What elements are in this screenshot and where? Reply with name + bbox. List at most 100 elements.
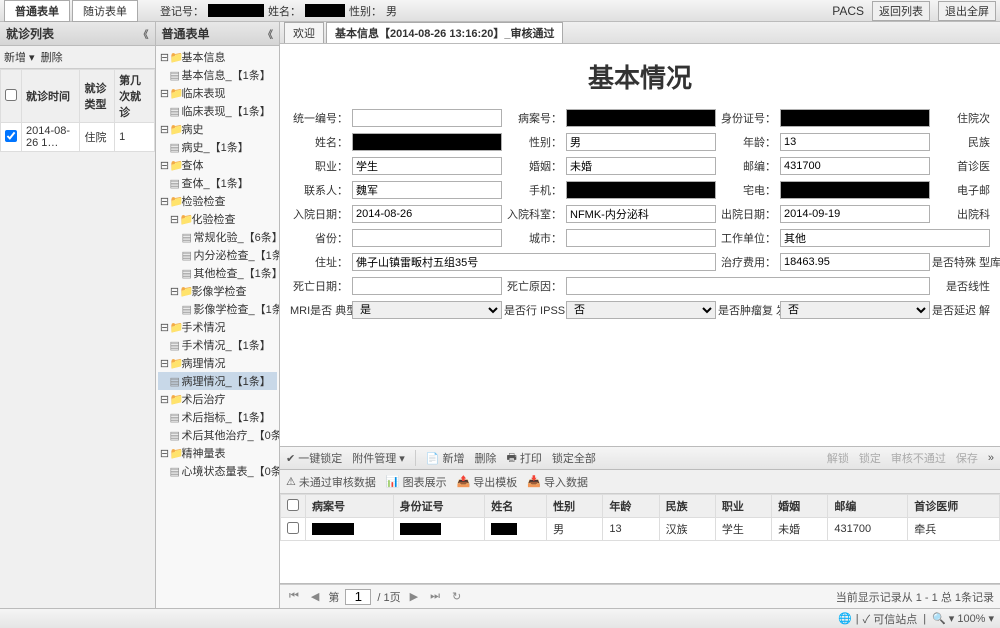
tab-followup-form[interactable]: 随访表单	[72, 0, 138, 22]
tree-item[interactable]: ▤病理情况_【1条】	[158, 372, 277, 390]
field-label: 身份证号：	[718, 110, 776, 126]
import-button[interactable]: 📥导入数据	[527, 474, 588, 490]
one-key-lock-button[interactable]: ✔一键锁定	[286, 450, 342, 466]
tree-subfolder[interactable]: ⊟📁影像学检查	[158, 282, 277, 300]
field-input[interactable]	[352, 229, 502, 247]
unpassed-button[interactable]: ⚠未通过审核数据	[286, 474, 376, 490]
chart-button[interactable]: 📊图表展示	[386, 474, 447, 490]
row-checkbox[interactable]	[287, 522, 299, 534]
table-cell: x	[393, 518, 485, 541]
field-input[interactable]	[780, 133, 930, 151]
row-select-all[interactable]	[287, 499, 299, 511]
tree-folder[interactable]: ⊟📁病史	[158, 120, 277, 138]
field-input[interactable]	[566, 133, 716, 151]
field-input[interactable]	[566, 181, 716, 199]
last-page-icon[interactable]: ⏭	[427, 590, 443, 603]
more-icon[interactable]: »	[988, 452, 994, 464]
field-input[interactable]	[352, 109, 502, 127]
attachment-button[interactable]: 附件管理 ▾	[352, 450, 405, 466]
prev-page-icon[interactable]: ◀	[308, 590, 322, 603]
field-select[interactable]: 是	[352, 301, 502, 319]
field-input[interactable]	[780, 229, 990, 247]
tree-collapse-icon[interactable]: 《	[263, 26, 273, 41]
field-input[interactable]	[352, 157, 502, 175]
add-visit-button[interactable]: 新增 ▾	[4, 49, 35, 65]
tree-item[interactable]: ▤心境状态量表_【0条】	[158, 462, 277, 480]
tree-item[interactable]: ▤手术情况_【1条】	[158, 336, 277, 354]
tree-subfolder[interactable]: ⊟📁化验检查	[158, 210, 277, 228]
field-input[interactable]	[352, 253, 716, 271]
tree-item[interactable]: ▤其他检查_【1条】	[158, 264, 277, 282]
field-input[interactable]	[780, 109, 930, 127]
visit-row-checkbox[interactable]	[5, 130, 17, 142]
delete-button[interactable]: 删除	[475, 450, 497, 466]
field-admitTimes: 住院次	[932, 109, 990, 127]
print-button[interactable]: 🖶打印	[507, 449, 542, 468]
records-row[interactable]: xxx男13汉族学生未婚431700牵兵	[281, 518, 1000, 541]
field-input[interactable]	[352, 205, 502, 223]
lock-one-button[interactable]: 锁定	[859, 450, 881, 466]
field-select[interactable]: 否	[780, 301, 930, 319]
field-input[interactable]	[566, 109, 716, 127]
tree-folder[interactable]: ⊟📁检验检查	[158, 192, 277, 210]
field-input[interactable]	[566, 229, 716, 247]
tree-folder[interactable]: ⊟📁临床表现	[158, 84, 277, 102]
tree-item[interactable]: ▤临床表现_【1条】	[158, 102, 277, 120]
refresh-icon[interactable]: ↻	[449, 590, 464, 603]
tree-item[interactable]: ▤基本信息_【1条】	[158, 66, 277, 84]
field-tumorRecur: 是否肿瘤复 发否	[718, 301, 930, 319]
field-ipss: 是否行 IPSS否	[504, 301, 716, 319]
tree-folder[interactable]: ⊟📁查体	[158, 156, 277, 174]
unlock-button[interactable]: 解锁	[827, 450, 849, 466]
tree-folder[interactable]: ⊟📁基本信息	[158, 48, 277, 66]
save-button[interactable]: 保存	[956, 450, 978, 466]
reject-button[interactable]: 审核不通过	[891, 450, 946, 466]
tree-item[interactable]: ▤术后其他治疗_【0条】	[158, 426, 277, 444]
field-input[interactable]	[780, 253, 930, 271]
new-button[interactable]: 📄新增	[426, 450, 465, 466]
visit-select-all[interactable]	[5, 89, 17, 101]
tree-item[interactable]: ▤内分泌检查_【1条】	[158, 246, 277, 264]
delete-visit-button[interactable]: 删除	[41, 49, 63, 65]
tree-folder[interactable]: ⊟📁精神量表	[158, 444, 277, 462]
field-label: 民族	[932, 134, 990, 150]
field-input[interactable]	[566, 277, 930, 295]
lock-all-button[interactable]: 锁定全部	[552, 450, 596, 466]
field-input[interactable]	[352, 133, 502, 151]
field-label: 工作单位：	[718, 230, 776, 246]
page-input[interactable]	[345, 589, 371, 605]
field-label: 城市：	[504, 230, 562, 246]
tree-item[interactable]: ▤查体_【1条】	[158, 174, 277, 192]
tab-welcome[interactable]: 欢迎	[284, 22, 324, 43]
pacs-link[interactable]: PACS	[832, 4, 864, 18]
gender-value: 男	[386, 3, 397, 19]
visit-row[interactable]: 2014-08-26 1… 住院 1	[1, 123, 155, 152]
field-input[interactable]	[566, 205, 716, 223]
field-input[interactable]	[352, 277, 502, 295]
tree-folder[interactable]: ⊟📁病理情况	[158, 354, 277, 372]
zoom-control[interactable]: 🔍 ▾ 100% ▾	[932, 612, 994, 625]
tree-item[interactable]: ▤常规化验_【6条】	[158, 228, 277, 246]
tree-item[interactable]: ▤影像学检查_【1条】	[158, 300, 277, 318]
table-cell: 未婚	[772, 518, 828, 541]
exit-fullscreen-button[interactable]: 退出全屏	[938, 1, 996, 21]
field-label: 入院科室：	[504, 206, 562, 222]
field-input[interactable]	[352, 181, 502, 199]
tab-basic-info[interactable]: 基本信息【2014-08-26 13:16:20】_审核通过	[326, 22, 563, 43]
tab-normal-form[interactable]: 普通表单	[4, 0, 70, 22]
next-page-icon[interactable]: ▶	[407, 590, 421, 603]
back-list-button[interactable]: 返回列表	[872, 1, 930, 21]
field-input[interactable]	[780, 205, 930, 223]
tree-folder[interactable]: ⊟📁手术情况	[158, 318, 277, 336]
tree-item[interactable]: ▤术后指标_【1条】	[158, 408, 277, 426]
field-input[interactable]	[780, 181, 930, 199]
tree-folder[interactable]: ⊟📁术后治疗	[158, 390, 277, 408]
field-label: 是否延迟 解	[932, 302, 990, 318]
field-input[interactable]	[780, 157, 930, 175]
collapse-icon[interactable]: 《	[139, 26, 149, 41]
field-select[interactable]: 否	[566, 301, 716, 319]
first-page-icon[interactable]: ⏮	[286, 590, 302, 603]
export-button[interactable]: 📤导出模板	[457, 474, 518, 490]
tree-item[interactable]: ▤病史_【1条】	[158, 138, 277, 156]
field-input[interactable]	[566, 157, 716, 175]
